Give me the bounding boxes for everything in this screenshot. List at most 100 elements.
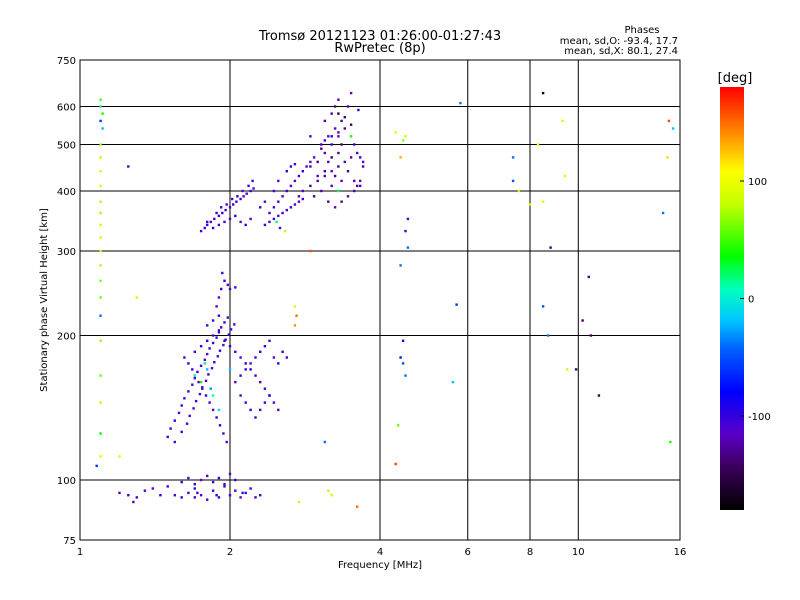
data-point	[217, 331, 221, 334]
data-point	[203, 362, 206, 365]
data-point	[268, 211, 271, 215]
y-tick-label: 200	[57, 332, 76, 343]
data-point	[394, 131, 397, 134]
y-tick-label: 100	[57, 476, 76, 487]
data-point	[404, 229, 407, 233]
data-point	[293, 179, 297, 183]
data-point	[301, 170, 304, 173]
data-point	[217, 314, 221, 317]
data-point	[272, 206, 276, 209]
data-point	[309, 184, 312, 188]
data-point	[259, 408, 262, 412]
data-point	[177, 411, 181, 415]
y-tick-label: 75	[63, 536, 76, 547]
data-point	[259, 350, 262, 353]
y-tick-label: 600	[57, 103, 76, 114]
data-point	[249, 487, 252, 490]
data-point	[99, 170, 102, 173]
data-point	[343, 127, 346, 130]
data-point	[249, 368, 252, 371]
data-point	[211, 319, 215, 322]
data-point	[187, 491, 190, 495]
data-point	[547, 334, 550, 337]
data-point	[234, 380, 237, 384]
data-point	[199, 494, 203, 497]
data-point	[359, 179, 362, 183]
data-point	[323, 119, 326, 123]
data-point	[241, 491, 244, 495]
data-point	[337, 98, 340, 101]
data-point	[285, 356, 288, 359]
data-point	[259, 206, 262, 209]
data-point	[357, 108, 360, 112]
data-point	[223, 483, 226, 486]
data-point	[293, 203, 297, 206]
data-point	[199, 380, 203, 384]
data-point	[309, 165, 312, 168]
data-point	[206, 324, 209, 327]
data-point	[337, 151, 340, 155]
data-point	[209, 387, 212, 390]
data-point	[337, 131, 340, 134]
data-point	[566, 368, 569, 371]
data-point	[215, 494, 218, 497]
data-point	[259, 494, 262, 497]
phases-title: Phases	[624, 25, 659, 36]
data-point	[99, 432, 102, 435]
data-point	[225, 440, 228, 444]
colorbar-ticks: 100 0 -100	[740, 177, 771, 423]
data-point	[239, 220, 242, 224]
plot-frame	[79, 59, 681, 541]
y-tick-label: 400	[57, 187, 76, 198]
data-point	[201, 386, 204, 389]
chart-title: Tromsø 20121123 01:26:00-01:27:43	[258, 29, 501, 44]
y-tick-label: 750	[57, 56, 76, 67]
data-point	[404, 374, 407, 377]
data-point	[346, 105, 350, 108]
data-point	[285, 189, 288, 193]
data-point	[245, 192, 248, 195]
data-point	[203, 358, 206, 361]
data-point	[233, 323, 236, 326]
data-point	[183, 356, 186, 359]
data-point	[541, 200, 545, 203]
data-point	[198, 392, 202, 396]
data-point	[301, 197, 304, 201]
data-point	[99, 98, 102, 101]
data-point	[236, 195, 239, 198]
data-point	[180, 404, 183, 407]
data-point	[275, 220, 278, 224]
data-point	[234, 286, 237, 289]
data-point	[305, 165, 308, 168]
data-point	[213, 217, 216, 221]
data-point	[118, 455, 121, 458]
data-point	[159, 494, 162, 497]
data-point	[528, 203, 532, 206]
data-point	[228, 368, 232, 371]
data-point	[406, 217, 410, 221]
data-point	[563, 174, 567, 178]
data-point	[517, 189, 521, 193]
data-point	[223, 485, 226, 488]
data-point	[192, 407, 195, 410]
data-point	[227, 333, 231, 336]
data-point	[340, 179, 343, 183]
data-point	[254, 374, 257, 377]
data-point	[234, 214, 237, 218]
data-point	[343, 160, 346, 164]
data-point	[204, 379, 208, 382]
data-point	[221, 271, 224, 275]
data-point	[183, 397, 186, 400]
x-tick-label: 6	[465, 547, 471, 558]
data-point	[278, 226, 282, 230]
data-point	[187, 390, 190, 393]
data-point	[346, 195, 350, 198]
data-point	[301, 189, 304, 193]
data-point	[239, 496, 242, 499]
data-point	[166, 435, 169, 439]
data-point	[187, 362, 190, 365]
data-point	[340, 143, 343, 146]
data-point	[232, 203, 235, 206]
data-point	[235, 200, 238, 203]
data-point	[244, 401, 247, 404]
